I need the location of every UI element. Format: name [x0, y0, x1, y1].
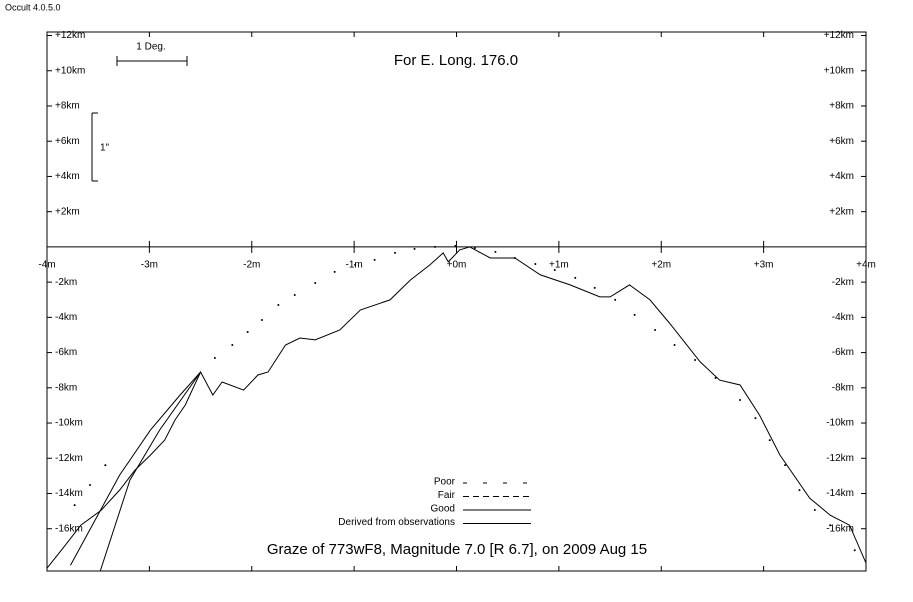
- y-tick-label: -14km: [826, 488, 854, 499]
- limb-dot: [260, 318, 263, 321]
- y-tick-label: -10km: [55, 418, 83, 429]
- scale-label: 1 Deg.: [136, 42, 165, 53]
- limb-dot: [614, 298, 617, 301]
- legend-label: Good: [431, 504, 455, 515]
- limb-dot: [213, 357, 216, 360]
- degree-scale: [116, 56, 188, 66]
- y-tick-label: +8km: [829, 101, 854, 112]
- window-title: Occult 4.0.5.0: [5, 2, 61, 12]
- y-tick-label: +12km: [824, 30, 854, 41]
- x-tick-label: -3m: [141, 260, 158, 271]
- y-tick-label: -8km: [55, 382, 77, 393]
- x-tick-label: +1m: [549, 260, 569, 271]
- x-tick-label: -1m: [346, 260, 363, 271]
- limb-dot: [694, 358, 697, 361]
- chart-title: Graze of 773wF8, Magnitude 7.0 [R 6.7], …: [267, 541, 647, 558]
- y-tick-label: -16km: [826, 523, 854, 534]
- y-tick-label: +2km: [829, 206, 854, 217]
- profile-line: [99, 371, 202, 571]
- arcsec-scale: [91, 112, 98, 182]
- limb-dot: [413, 247, 416, 250]
- x-tick-label: +2m: [651, 260, 671, 271]
- limb-dot: [553, 268, 556, 271]
- y-tick-label: -16km: [55, 523, 83, 534]
- limb-dot: [494, 250, 497, 253]
- limb-dot: [394, 251, 397, 254]
- y-tick-label: +8km: [55, 101, 80, 112]
- limb-dot: [434, 245, 437, 248]
- y-tick-label: +10km: [824, 65, 854, 76]
- limb-dot: [813, 509, 816, 512]
- limb-dot: [333, 270, 336, 273]
- y-tick-label: -14km: [55, 488, 83, 499]
- limb-dot: [714, 376, 717, 379]
- y-tick-label: -12km: [826, 453, 854, 464]
- limb-dot: [314, 282, 317, 285]
- plot-frame: [46, 31, 867, 572]
- limb-dot: [231, 344, 234, 347]
- limb-dot: [104, 464, 107, 467]
- limb-dot: [798, 489, 801, 492]
- y-tick-label: +12km: [55, 30, 85, 41]
- limb-dot: [534, 262, 537, 265]
- limb-dot: [246, 330, 249, 333]
- limb-dot: [739, 398, 742, 401]
- limb-dot: [73, 504, 76, 507]
- y-tick-label: +2km: [55, 206, 80, 217]
- limb-dot: [373, 258, 376, 261]
- y-tick-label: +6km: [829, 136, 854, 147]
- annotation: For E. Long. 176.0: [394, 52, 518, 69]
- limb-dot: [293, 293, 296, 296]
- limb-dot: [673, 344, 676, 347]
- limb-dot: [633, 313, 636, 316]
- limb-dot: [754, 417, 757, 420]
- limb-dot: [593, 286, 596, 289]
- x-tick-label: +3m: [754, 260, 774, 271]
- profile-line: [70, 371, 201, 566]
- limb-dot: [829, 524, 832, 527]
- scale-label: 1": [100, 143, 110, 154]
- y-tick-label: -6km: [55, 347, 77, 358]
- y-tick-label: +6km: [55, 136, 80, 147]
- limb-dot: [277, 304, 280, 307]
- limb-dot: [784, 464, 787, 467]
- profile-line: [47, 246, 866, 569]
- y-tick-label: +4km: [829, 171, 854, 182]
- y-tick-label: -2km: [55, 277, 77, 288]
- y-tick-label: -2km: [832, 277, 854, 288]
- y-tick-label: -4km: [55, 312, 77, 323]
- limb-dot: [473, 246, 476, 249]
- y-tick-label: +4km: [55, 171, 80, 182]
- y-tick-label: -6km: [832, 347, 854, 358]
- x-tick-label: +4m: [856, 260, 876, 271]
- legend-label: Poor: [434, 477, 456, 488]
- y-tick-label: -10km: [826, 418, 854, 429]
- legend-label: Fair: [438, 490, 456, 501]
- limb-dot: [654, 329, 657, 332]
- limb-dot: [88, 484, 91, 487]
- x-tick-label: +0m: [447, 260, 467, 271]
- plot-area: [47, 244, 866, 571]
- y-tick-label: +10km: [55, 65, 85, 76]
- limb-dot: [454, 244, 457, 247]
- legend-label: Derived from observations: [338, 517, 455, 528]
- x-tick-label: -2m: [243, 260, 260, 271]
- x-tick-label: -4m: [38, 260, 55, 271]
- limb-dot: [574, 276, 577, 279]
- y-tick-label: -8km: [832, 382, 854, 393]
- limb-dot: [513, 256, 516, 259]
- y-tick-label: -12km: [55, 453, 83, 464]
- limb-dot: [853, 549, 856, 552]
- limb-dot: [354, 263, 357, 266]
- limb-dot: [768, 439, 771, 442]
- y-tick-label: -4km: [832, 312, 854, 323]
